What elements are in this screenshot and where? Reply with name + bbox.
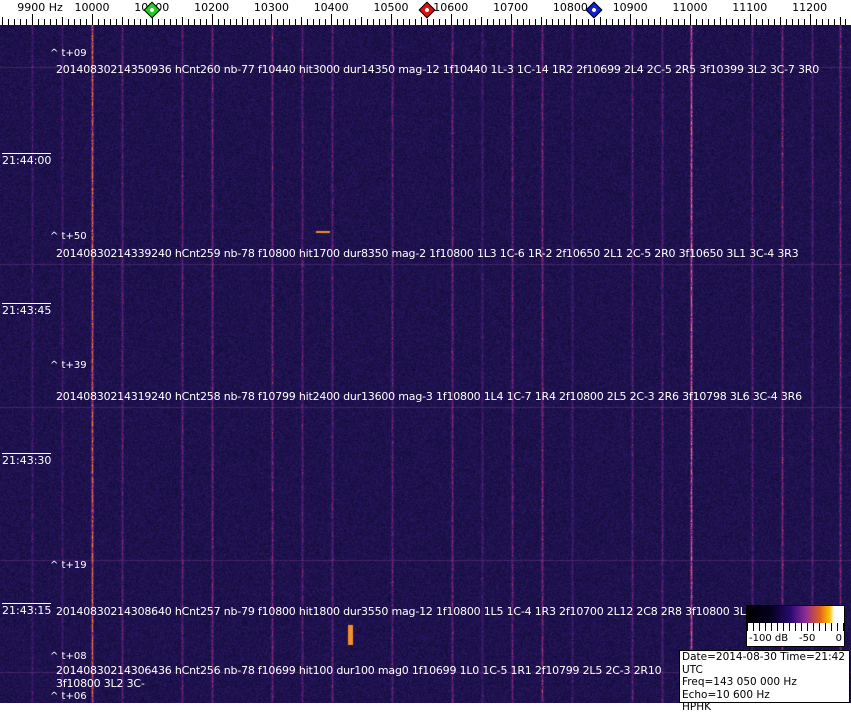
offset-label: ^ t+19 <box>50 560 87 571</box>
detection-line: 20140830214350936 hCnt260 nb-77 f10440 h… <box>56 63 820 76</box>
frequency-tick-label: 10000 <box>74 1 110 14</box>
frequency-tick-label: 10300 <box>253 1 289 14</box>
frequency-tick-label: 11100 <box>732 1 768 14</box>
offset-label: ^ t+08 <box>50 651 87 662</box>
color-scale-legend: -100 dB -50 0 <box>746 605 845 647</box>
frequency-tick-label: 10500 <box>373 1 409 14</box>
frequency-tick-label: 10400 <box>313 1 349 14</box>
echo-frequency: Echo=10 600 Hz <box>682 688 770 701</box>
time-label: 21:43:45 <box>2 303 52 317</box>
frequency-tick-label: 10700 <box>493 1 529 14</box>
frequency-ticks <box>2 14 846 25</box>
detection-line: 20140830214308640 hCnt257 nb-79 f10800 h… <box>56 605 805 618</box>
offset-label: ^ t+39 <box>50 360 87 371</box>
colorbar-min-label: -100 dB <box>749 633 789 644</box>
info-box: Date=2014-08-30 Time=21:42 UTC Freq=143 … <box>679 650 850 713</box>
date-time: Date=2014-08-30 Time=21:42 UTC <box>682 651 846 676</box>
time-label: 21:43:30 <box>2 453 52 467</box>
offset-label: ^ t+09 <box>50 48 87 59</box>
detection-line: 20140830214306436 hCnt256 nb-78 f10699 h… <box>56 664 662 690</box>
waterfall-spectrogram <box>0 25 851 703</box>
frequency-tick-label: 10200 <box>194 1 230 14</box>
offset-label: ^ t+50 <box>50 231 87 242</box>
frequency-unit-label: 9900 Hz <box>17 1 63 14</box>
colorbar-mid-label: -50 <box>799 633 816 644</box>
color-scale-ticks <box>747 623 844 631</box>
frequency-tick-label: 11000 <box>672 1 708 14</box>
colorbar-max-label: 0 <box>835 633 842 644</box>
detection-line: 20140830214339240 hCnt259 nb-78 f10800 h… <box>56 247 799 260</box>
frequency: Freq=143 050 000 Hz <box>682 676 797 688</box>
frequency-tick-label: 11200 <box>792 1 828 14</box>
color-gradient <box>747 606 844 623</box>
offset-label: ^ t+06 <box>50 691 87 702</box>
frequency-axis: 9900 Hz 10000101001020010300104001050010… <box>0 0 851 25</box>
time-label: 21:44:00 <box>2 153 52 167</box>
frequency-tick-label: 10800 <box>552 1 588 14</box>
detection-line: 20140830214319240 hCnt258 nb-78 f10799 h… <box>56 390 802 403</box>
frequency-tick-label: 10600 <box>433 1 469 14</box>
frequency-tick-label: 10900 <box>612 1 648 14</box>
time-label: 21:43:15 <box>2 603 52 617</box>
